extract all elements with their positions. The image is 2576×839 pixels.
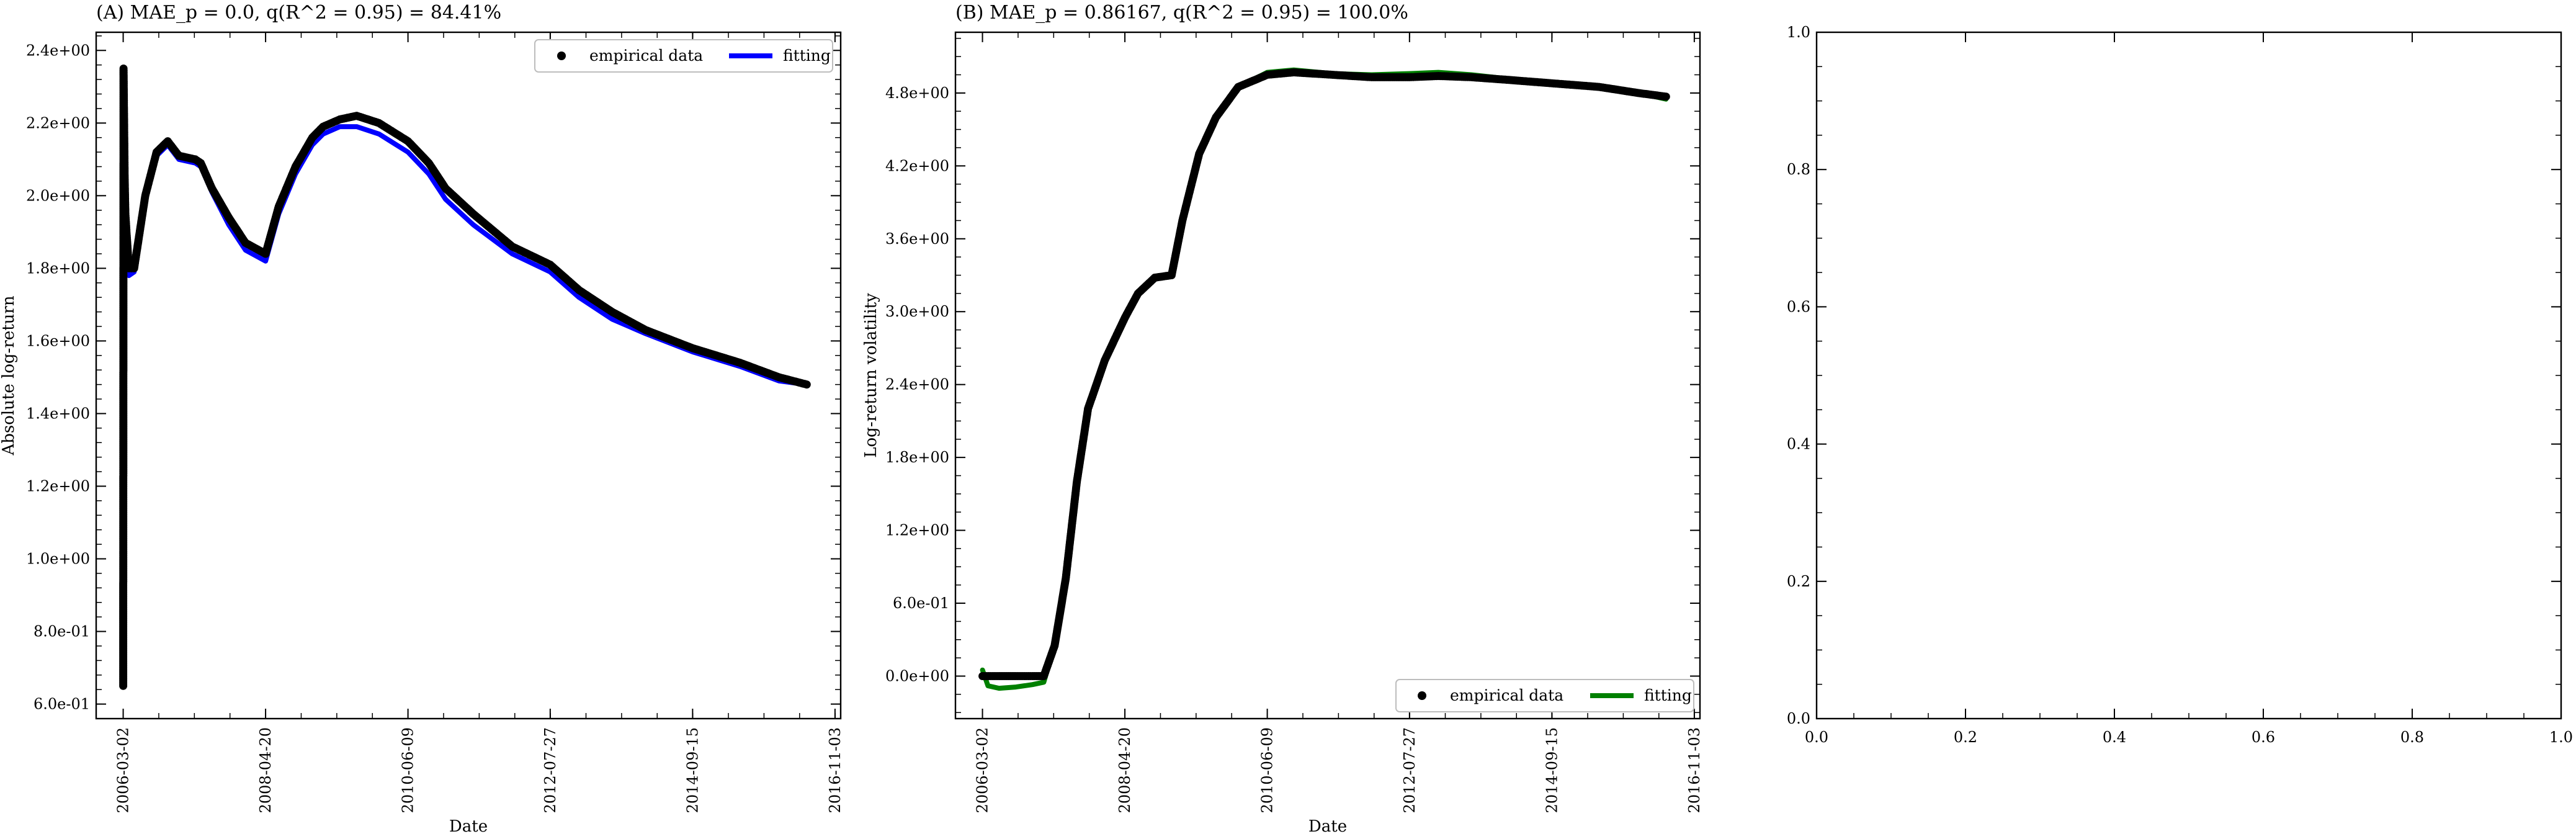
panel-b-frame bbox=[954, 31, 1701, 720]
panel-c-frame bbox=[1815, 31, 2562, 720]
panel-a-ytick-label: 1.8e+00 bbox=[26, 259, 90, 277]
panel-a-series-group bbox=[119, 65, 811, 690]
panel-c-plot: 0.0 0.2 0.4 0.6 0.8 1.0 0.0 0.2 0.4 0.6 0.8 1.0 bbox=[1787, 24, 2573, 746]
panel-c-xtick-label: 0.6 bbox=[2252, 729, 2275, 746]
panel-a-legend-label-fitting: fitting bbox=[783, 47, 831, 65]
panel-a-plot: 6.0e-01 8.0e-01 1.0e+00 1.2e+00 1.4e+00 1.6e+… bbox=[26, 32, 844, 813]
panel-b-plot: 0.0e+00 6.0e-01 1.2e+00 1.8e+00 2.4e+00 3.0e+… bbox=[885, 32, 1703, 813]
panel-b-ytick-label: 1.2e+00 bbox=[885, 522, 949, 539]
panel-c-ytick-label: 0.4 bbox=[1787, 436, 1810, 453]
panel-a-ytick-label: 1.0e+00 bbox=[26, 550, 90, 568]
panel-b-legend-marker-empirical bbox=[1418, 691, 1426, 700]
panel-a-ytick-label: 2.2e+00 bbox=[26, 114, 90, 132]
panel-a-xtick-label: 2014-09-15 bbox=[684, 727, 701, 813]
panel-a-xtick-label: 2010-06-09 bbox=[400, 727, 417, 813]
panel-a-ytick-label: 6.0e-01 bbox=[34, 696, 90, 713]
panel-b-ytick-label: 4.8e+00 bbox=[885, 84, 949, 102]
panel-b-xtick-label: 2016-11-03 bbox=[1686, 727, 1703, 813]
panel-b-ytick-label: 3.0e+00 bbox=[885, 303, 949, 320]
panel-b-title: (B) MAE_p = 0.86167, q(R^2 = 0.95) = 100… bbox=[955, 2, 1408, 24]
panel-a-ytick-label: 1.2e+00 bbox=[26, 477, 90, 495]
panel-b-ytick-label: 2.4e+00 bbox=[885, 376, 949, 393]
panel-c-xtick-label: 0.0 bbox=[1805, 729, 1828, 746]
panel-b-empirical-point bbox=[1661, 92, 1670, 101]
panel-a-ytick-label: 1.6e+00 bbox=[26, 332, 90, 349]
panel-a-xtick-label: 2016-11-03 bbox=[826, 727, 844, 813]
panel-b-ylabel: Log-return volatility bbox=[862, 293, 880, 458]
panel-a-frame bbox=[95, 31, 842, 720]
panel-a-ytick-label: 2.4e+00 bbox=[26, 42, 90, 59]
panel-c-ytick-label: 1.0 bbox=[1787, 24, 1810, 41]
panel-b-series-group bbox=[978, 67, 1670, 691]
panel-b-xtick-label: 2010-06-09 bbox=[1259, 727, 1276, 813]
panel-a-xtick-label: 2008-04-20 bbox=[257, 727, 274, 813]
panel-b-legend-box bbox=[1395, 679, 1694, 712]
panel-b-xlabel: Date bbox=[1308, 817, 1347, 836]
panel-c-ytick-label: 0.8 bbox=[1787, 161, 1810, 178]
panel-a-ytick-label: 1.4e+00 bbox=[26, 405, 90, 422]
panel-b-legend-label-fitting: fitting bbox=[1644, 686, 1692, 704]
panel-a-legend-label-empirical: empirical data bbox=[589, 47, 703, 65]
panel-a-ytick-label: 2.0e+00 bbox=[26, 187, 90, 204]
panel-c-ytick-label: 0.6 bbox=[1787, 298, 1810, 315]
panel-a-legend-box bbox=[534, 39, 833, 73]
panel-c-xtick-label: 0.4 bbox=[2103, 729, 2126, 746]
panel-b-legend: empirical data fitting bbox=[1395, 679, 1694, 712]
panel-a-legend-marker-empirical bbox=[557, 52, 566, 60]
panel-c-xtick-label: 1.0 bbox=[2549, 729, 2573, 746]
panel-c-ytick-label: 0.2 bbox=[1787, 573, 1810, 590]
panel-a-title: (A) MAE_p = 0.0, q(R^2 = 0.95) = 84.41% bbox=[96, 2, 501, 24]
panel-b-ytick-label: 1.8e+00 bbox=[885, 449, 949, 466]
panel-c-xtick-label: 0.8 bbox=[2400, 729, 2424, 746]
panel-a-xlabel: Date bbox=[449, 817, 488, 836]
panel-a-ytick-label: 8.0e-01 bbox=[34, 623, 90, 640]
panel-a: (A) MAE_p = 0.0, q(R^2 = 0.95) = 84.41% … bbox=[0, 2, 844, 836]
panel-a-legend: empirical data fitting bbox=[534, 39, 833, 73]
panel-b-xtick-label: 2008-04-20 bbox=[1116, 727, 1134, 813]
panel-b-ytick-label: 4.2e+00 bbox=[885, 157, 949, 174]
panel-b-ytick-label: 0.0e+00 bbox=[885, 667, 949, 684]
panel-a-series-fitting-line bbox=[120, 102, 810, 689]
panel-b: (B) MAE_p = 0.86167, q(R^2 = 0.95) = 100… bbox=[862, 2, 1703, 836]
panel-b-xtick-label: 2012-07-27 bbox=[1401, 727, 1418, 813]
panel-a-xtick-label: 2012-07-27 bbox=[542, 727, 559, 813]
panel-b-legend-label-empirical: empirical data bbox=[1450, 686, 1563, 704]
panel-a-xtick-label: 2006-03-02 bbox=[115, 727, 132, 813]
panel-c-xtick-label: 0.2 bbox=[1954, 729, 1977, 746]
panel-c: 0.0 0.2 0.4 0.6 0.8 1.0 0.0 0.2 0.4 0.6 0.8 1.0 bbox=[1787, 24, 2573, 746]
panel-b-xtick-label: 2006-03-02 bbox=[974, 727, 991, 813]
panel-b-ytick-label: 3.6e+00 bbox=[885, 230, 949, 248]
panel-c-ytick-label: 0.0 bbox=[1787, 710, 1810, 727]
panel-a-ylabel: Absolute log-return bbox=[0, 295, 18, 455]
panel-b-xtick-label: 2014-09-15 bbox=[1543, 727, 1560, 813]
panel-b-ytick-label: 6.0e-01 bbox=[893, 594, 949, 612]
panel-a-empirical-point bbox=[802, 380, 811, 389]
panel-b-series-fitting-line bbox=[980, 67, 1669, 691]
